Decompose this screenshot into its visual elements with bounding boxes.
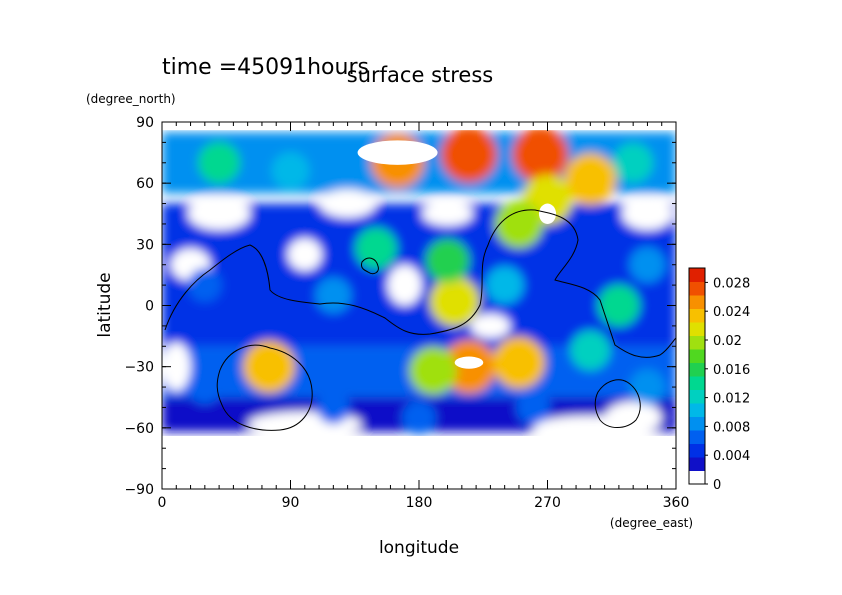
stress-feature: [570, 330, 611, 371]
y-unit-label: (degree_north): [86, 92, 176, 106]
stress-feature: [402, 400, 436, 435]
y-tick-label: 60: [136, 176, 154, 192]
stress-feature: [440, 126, 497, 183]
stress-field: [162, 122, 676, 489]
time-label: time =45091hours: [162, 55, 369, 80]
x-unit-label: (degree_east): [610, 516, 693, 530]
colorbar-labels: 0 0.004 0.008 0.012 0.016 0.02 0.024 0.028: [713, 276, 750, 493]
stress-feature: [198, 141, 241, 184]
stress-feature: [494, 199, 543, 248]
colorbar-segment: [689, 457, 705, 471]
field-gap: [287, 238, 322, 271]
colorbar-segment: [689, 443, 705, 458]
x-tick-label: 360: [663, 495, 690, 511]
stress-feature: [564, 153, 617, 206]
stress-feature: [613, 142, 654, 183]
stress-feature: [409, 346, 458, 395]
stress-feature: [485, 266, 524, 305]
colorbar-segment: [689, 349, 705, 363]
stress-feature: [425, 238, 470, 283]
axis-ticks: [161, 121, 677, 490]
stress-feature: [316, 390, 350, 424]
colorbar-tick-label: 0: [713, 478, 721, 493]
field-gap: [319, 189, 377, 218]
stress-feature: [516, 390, 551, 425]
colorbar-segment: [689, 308, 705, 323]
colorbar-frame: [688, 267, 706, 485]
stress-feature: [492, 336, 545, 389]
colorbar-tick-label: 0.008: [713, 420, 750, 435]
colorbar-segment: [689, 362, 705, 377]
x-tick-label: 270: [534, 495, 561, 511]
colorbar-segment: [689, 403, 705, 417]
y-tick-label: −60: [124, 421, 154, 437]
stress-feature: [512, 126, 569, 183]
y-tick-label: −30: [124, 360, 154, 376]
colorbar-segment: [689, 430, 705, 444]
stress-feature: [187, 370, 222, 405]
colorbar-segment: [689, 335, 705, 350]
colorbar-segment: [689, 389, 705, 404]
colorbar-segment: [689, 322, 705, 336]
colorbar-tick-label: 0.02: [713, 334, 742, 349]
colorbar-segment: [689, 295, 705, 309]
colorbar-segment: [689, 376, 705, 390]
field-core: [538, 203, 557, 224]
colorbar-tick-label: 0.024: [713, 305, 750, 320]
stress-feature: [597, 284, 640, 327]
x-axis-label: longitude: [379, 538, 459, 558]
y-tick-label: 0: [145, 299, 154, 315]
colorbar-tick-label: 0.016: [713, 363, 750, 378]
colorbar-tick-label: 0.004: [713, 449, 750, 464]
x-tick-label: 180: [406, 495, 433, 511]
chart-title: surface stress: [347, 63, 493, 87]
x-tick-label: 0: [158, 495, 167, 511]
colorbar: [688, 267, 708, 485]
stress-feature: [315, 277, 352, 314]
stress-feature: [271, 151, 310, 190]
field-gap: [387, 264, 422, 306]
field-gap: [162, 342, 191, 392]
field-gap: [187, 197, 251, 231]
coastline-outlines: [164, 209, 676, 431]
x-tick-labels: 0 90 180 270 360: [158, 495, 690, 511]
colorbar-segment: [689, 416, 705, 431]
field-core: [454, 356, 484, 369]
colorbar-segment: [689, 268, 705, 282]
colorbar-segment: [689, 470, 705, 485]
y-axis-label: latitude: [95, 272, 115, 337]
field-core: [357, 140, 438, 165]
y-tick-label: 30: [136, 237, 154, 253]
y-tick-label: 90: [136, 115, 154, 131]
field-gap: [470, 313, 511, 339]
colorbar-tick-label: 0.012: [713, 392, 750, 407]
field-layer: [162, 126, 676, 441]
colorbar-tick-label: 0.028: [713, 276, 750, 291]
y-tick-label: −90: [124, 482, 154, 498]
field-gap: [421, 201, 474, 226]
y-tick-labels: 90 60 30 0 −30 −60 −90: [124, 115, 154, 498]
colorbar-segment: [689, 281, 705, 296]
stress-feature: [429, 276, 480, 327]
x-tick-label: 90: [282, 495, 300, 511]
stress-feature: [629, 246, 666, 283]
stress-feature: [629, 369, 666, 406]
stress-feature: [187, 268, 222, 303]
stress-feature: [243, 340, 296, 393]
field-gap: [533, 415, 648, 441]
field-gap: [621, 197, 674, 231]
